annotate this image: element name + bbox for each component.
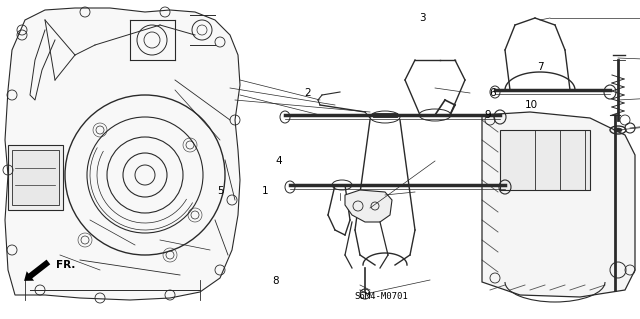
Ellipse shape	[614, 128, 622, 132]
Bar	[8, 145, 63, 210]
Text: 4: 4	[275, 156, 282, 166]
Polygon shape	[5, 8, 240, 300]
Text: 5: 5	[218, 186, 224, 197]
FancyArrow shape	[24, 260, 51, 281]
Text: 8: 8	[272, 276, 278, 286]
Polygon shape	[345, 190, 392, 222]
Text: 10: 10	[525, 100, 538, 110]
Bar	[12, 150, 59, 205]
Text: FR.: FR.	[56, 260, 76, 270]
Text: 7: 7	[538, 62, 544, 72]
Text: 9: 9	[484, 110, 491, 120]
Polygon shape	[482, 112, 635, 297]
Text: 3: 3	[419, 12, 426, 23]
Bar	[500, 130, 590, 190]
Text: 6: 6	[490, 87, 496, 98]
Text: 1: 1	[262, 186, 269, 197]
Text: 2: 2	[304, 87, 310, 98]
Text: S6M4-M0701: S6M4-M0701	[354, 292, 408, 301]
